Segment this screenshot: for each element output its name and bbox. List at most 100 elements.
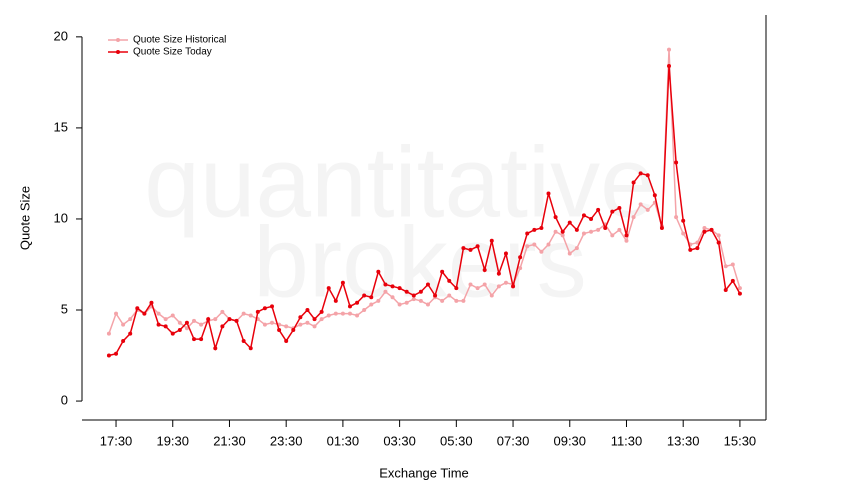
data-point xyxy=(156,322,161,327)
data-point xyxy=(546,191,551,196)
data-point xyxy=(681,218,686,223)
data-point xyxy=(638,202,643,207)
data-point xyxy=(241,311,246,316)
data-point xyxy=(199,322,204,327)
data-point xyxy=(397,302,402,307)
data-point xyxy=(702,226,707,231)
x-tick-label: 07:30 xyxy=(497,433,530,448)
x-tick-label: 05:30 xyxy=(440,433,473,448)
data-point xyxy=(539,226,544,231)
data-point xyxy=(638,171,643,176)
data-point xyxy=(503,251,508,256)
data-point xyxy=(617,206,622,211)
data-point xyxy=(241,338,246,343)
data-point xyxy=(128,317,133,322)
data-point xyxy=(610,209,615,214)
data-point xyxy=(596,207,601,212)
data-point xyxy=(496,284,501,289)
data-point xyxy=(652,193,657,198)
data-point xyxy=(553,229,558,234)
x-tick-label: 17:30 xyxy=(100,433,133,448)
data-point xyxy=(390,284,395,289)
data-point xyxy=(503,280,508,285)
data-point xyxy=(383,289,388,294)
data-point xyxy=(624,238,629,243)
data-point xyxy=(461,246,466,251)
data-point xyxy=(723,287,728,292)
data-point xyxy=(362,308,367,313)
data-point xyxy=(631,215,636,220)
data-point xyxy=(106,353,111,358)
data-point xyxy=(688,247,693,252)
data-point xyxy=(106,331,111,336)
data-point xyxy=(121,338,126,343)
data-point xyxy=(674,160,679,165)
data-point xyxy=(213,317,218,322)
data-point xyxy=(440,298,445,303)
data-point xyxy=(298,322,303,327)
y-tick-label: 0 xyxy=(61,392,68,407)
legend-marker xyxy=(116,38,120,42)
data-point xyxy=(589,216,594,221)
data-point xyxy=(567,251,572,256)
data-point xyxy=(659,226,664,231)
data-point xyxy=(220,324,225,329)
data-point xyxy=(277,328,282,333)
data-point xyxy=(170,331,175,336)
data-point xyxy=(475,244,480,249)
data-point xyxy=(624,233,629,238)
data-point xyxy=(347,311,352,316)
data-point xyxy=(376,269,381,274)
data-point xyxy=(411,297,416,302)
data-point xyxy=(489,238,494,243)
data-point xyxy=(560,229,565,234)
data-point xyxy=(319,309,324,314)
data-point xyxy=(326,313,331,318)
data-point xyxy=(340,280,345,285)
data-point xyxy=(539,249,544,254)
data-point xyxy=(347,304,352,309)
data-point xyxy=(518,255,523,260)
data-point xyxy=(184,326,189,331)
data-point xyxy=(340,311,345,316)
data-point xyxy=(355,313,360,318)
legend-label: Quote Size Today xyxy=(133,47,212,58)
data-point xyxy=(333,298,338,303)
x-tick-label: 01:30 xyxy=(327,433,360,448)
data-point xyxy=(114,311,119,316)
watermark: quantitative xyxy=(144,126,655,238)
x-axis-label: Exchange Time xyxy=(379,465,469,480)
y-tick-label: 10 xyxy=(54,210,68,225)
data-point xyxy=(702,229,707,234)
data-point xyxy=(674,215,679,220)
data-point xyxy=(248,313,253,318)
x-tick-label: 03:30 xyxy=(383,433,416,448)
data-point xyxy=(425,302,430,307)
data-point xyxy=(177,320,182,325)
data-point xyxy=(695,246,700,251)
data-point xyxy=(603,226,608,231)
data-point xyxy=(723,264,728,269)
data-point xyxy=(433,293,438,298)
data-point xyxy=(270,304,274,309)
x-tick-label: 21:30 xyxy=(213,433,246,448)
data-point xyxy=(511,284,516,289)
data-point xyxy=(177,328,182,333)
data-point xyxy=(546,242,551,247)
data-point xyxy=(213,346,218,351)
data-point xyxy=(596,227,601,232)
data-point xyxy=(737,291,742,296)
data-point xyxy=(170,313,175,318)
data-point xyxy=(496,271,501,276)
data-point xyxy=(581,231,586,236)
data-point xyxy=(227,317,232,322)
data-point xyxy=(574,227,579,232)
data-point xyxy=(270,320,274,325)
data-point xyxy=(333,311,338,316)
data-point xyxy=(184,320,189,325)
data-point xyxy=(667,63,672,68)
data-point xyxy=(560,233,565,238)
data-point xyxy=(326,286,331,291)
data-point xyxy=(716,240,721,245)
